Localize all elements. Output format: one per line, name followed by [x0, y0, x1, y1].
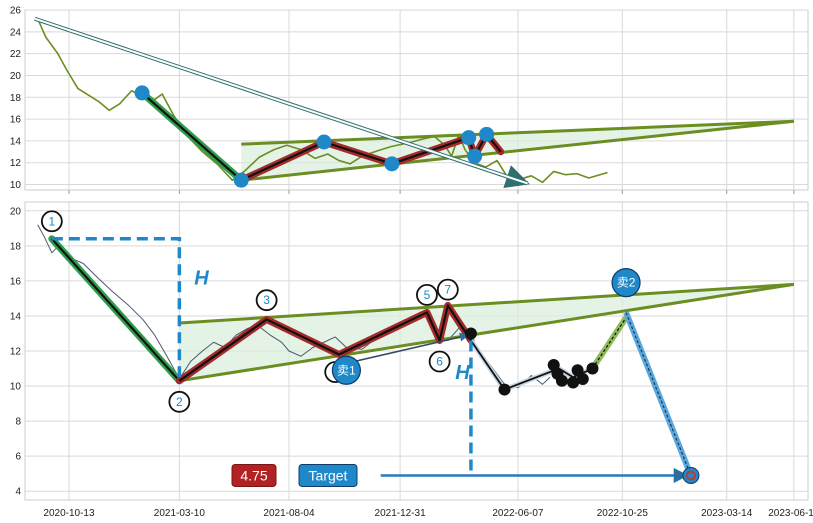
top-diagonal-arrow-inner	[34, 17, 528, 185]
bottom-black-dot	[576, 373, 589, 386]
top-y-tick-label: 18	[10, 93, 22, 104]
top-panel: 10 12 14 16 18 20 22 24 26	[10, 6, 809, 194]
bottom-h-label-1: H	[194, 267, 209, 289]
numbered-point-ring	[168, 390, 191, 413]
bottom-y-tick-label: 12	[10, 347, 22, 358]
bottom-y-tick-label: 20	[10, 206, 22, 217]
bottom-down-leg-core	[51, 238, 181, 382]
target-value-badge	[231, 463, 277, 487]
top-pivot-marker	[479, 126, 495, 142]
x-tick-label: 2022-10-25	[597, 508, 649, 519]
x-tick-label: 2021-08-04	[263, 508, 315, 519]
top-y-tick-label: 26	[10, 6, 22, 17]
bottom-black-dot	[555, 374, 568, 387]
x-tick-label: 2020-10-13	[43, 508, 95, 519]
top-y-tick-label: 20	[10, 71, 22, 82]
bottom-panel: 2020-10-13 2021-03-10 2021-08-04 2021-12-31…	[10, 201, 813, 519]
top-y-tick-label: 24	[10, 27, 22, 38]
numbered-point-label: 6	[436, 355, 443, 369]
bottom-black-dot	[464, 327, 477, 340]
bottom-y-tick-label: 4	[15, 487, 21, 498]
bottom-drop-arrow-core	[625, 312, 692, 476]
bottom-y-tick-label: 8	[15, 417, 21, 428]
target-value-text: 4.75	[240, 467, 267, 483]
top-y-tick-label: 14	[10, 136, 22, 147]
numbered-point-label: 1	[49, 214, 56, 228]
x-tick-label: 2021-12-31	[375, 508, 427, 519]
target-label-badge	[298, 463, 358, 487]
x-tick-label: 2022-06-07	[492, 508, 544, 519]
top-y-tick-label: 16	[10, 115, 22, 126]
bottom-black-dot	[498, 383, 511, 396]
top-pivot-marker	[384, 156, 400, 172]
sell-point-marker	[331, 355, 362, 385]
target-end-marker-core	[685, 470, 696, 481]
x-tick-label: 2023-03-14	[701, 508, 753, 519]
bottom-thin-connector	[338, 332, 469, 366]
bottom-h-label-2: H	[455, 362, 470, 384]
bottom-upper-trendline	[179, 282, 794, 325]
sell-point-marker	[611, 268, 641, 298]
numbered-point-ring	[416, 284, 438, 306]
top-pivot-marker	[134, 85, 150, 101]
numbered-point-label: 5	[424, 288, 431, 302]
bottom-y-tick-label: 18	[10, 241, 22, 252]
numbered-point-label: 2	[176, 395, 183, 409]
sell-point-label: 卖1	[337, 363, 356, 377]
bottom-h-box-1	[51, 237, 182, 381]
numbered-point-label: 3	[263, 293, 270, 307]
top-y-tick-label: 22	[10, 49, 22, 60]
top-y-tick-label: 10	[10, 180, 22, 191]
top-pivot-marker	[467, 148, 483, 164]
top-y-tick-label: 12	[10, 158, 22, 169]
x-tick-label: 2021-03-10	[154, 508, 206, 519]
bottom-lower-trendline	[179, 282, 795, 383]
bottom-y-tick-label: 14	[10, 311, 22, 322]
top-pivot-marker	[316, 134, 332, 150]
bottom-zigzag-core	[178, 304, 472, 382]
sell-point-label: 卖2	[617, 276, 636, 290]
bottom-black-dot	[571, 364, 584, 377]
numbered-point-ring	[40, 210, 63, 233]
numbered-point-ring	[428, 350, 451, 373]
top-pivot-marker	[461, 130, 477, 146]
numbered-point-ring	[436, 278, 459, 301]
top-down-leg-core	[141, 92, 242, 182]
bottom-green-segment-core	[591, 317, 627, 369]
bottom-y-tick-label: 16	[10, 276, 22, 287]
numbered-point-ring	[255, 289, 278, 312]
bottom-y-tick-label: 6	[15, 452, 21, 463]
bottom-y-tick-label: 10	[10, 382, 22, 393]
numbered-point-label: 7	[444, 283, 451, 297]
top-pivot-marker	[233, 172, 249, 188]
bottom-black-dot	[586, 362, 599, 375]
target-label-text: Target	[309, 467, 348, 483]
top-lower-trendline	[241, 119, 794, 182]
target-end-marker	[682, 466, 700, 484]
top-upper-trendline	[241, 119, 794, 146]
bottom-black-dot	[567, 376, 580, 389]
x-tick-label: 2023-06-12	[768, 508, 813, 519]
